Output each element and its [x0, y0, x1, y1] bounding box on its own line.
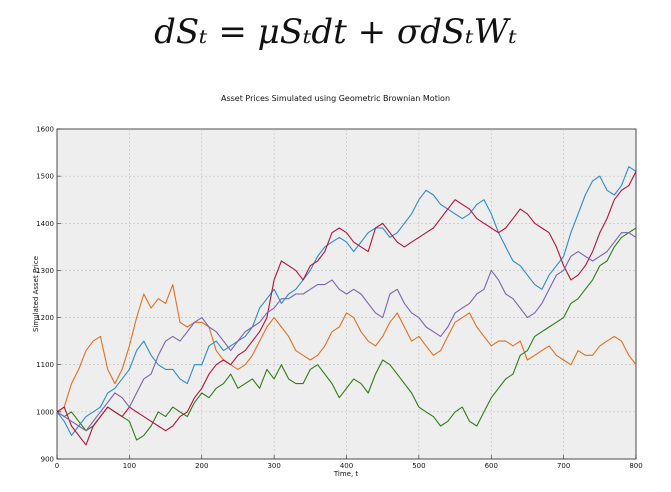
y-tick-label: 1400: [36, 220, 54, 228]
tick-labels: 0 100 200 300 400 500 600 700 800 900 1000 1100 1200…: [36, 126, 643, 471]
x-tick-label: 500: [412, 462, 425, 470]
y-tick-label: 1500: [36, 173, 54, 181]
x-tick-label: 800: [629, 462, 642, 470]
series-line-2: [56, 227, 637, 441]
series-line-4: [56, 171, 637, 446]
y-axis-label: Simulated Asset Price: [32, 256, 40, 332]
series-line-3: [56, 166, 637, 436]
y-tick-label: 1600: [36, 126, 54, 134]
y-tick-label: 900: [41, 456, 54, 464]
y-tick-label: 1100: [36, 361, 54, 369]
x-tick-label: 100: [123, 462, 136, 470]
series-line-1: [56, 284, 637, 413]
series-line-5: [56, 232, 637, 432]
x-tick-label: 0: [55, 462, 59, 470]
y-tick-label: 1000: [36, 408, 54, 416]
chart-title: Asset Prices Simulated using Geometric B…: [220, 94, 451, 103]
equation-header: dSₜ = μSₜdt + σdSₜWₜ: [0, 12, 671, 52]
x-tick-label: 300: [267, 462, 280, 470]
y-tick-label: 1300: [36, 267, 54, 275]
y-tick-label: 1200: [36, 314, 54, 322]
x-tick-label: 600: [485, 462, 498, 470]
series-lines: [56, 166, 637, 446]
x-tick-label: 700: [557, 462, 570, 470]
x-tick-label: 400: [340, 462, 353, 470]
equation-text: dSₜ = μSₜdt + σdSₜWₜ: [154, 12, 517, 52]
grid: [57, 129, 636, 459]
x-axis-label: Time, t: [333, 470, 359, 478]
x-tick-label: 200: [195, 462, 208, 470]
